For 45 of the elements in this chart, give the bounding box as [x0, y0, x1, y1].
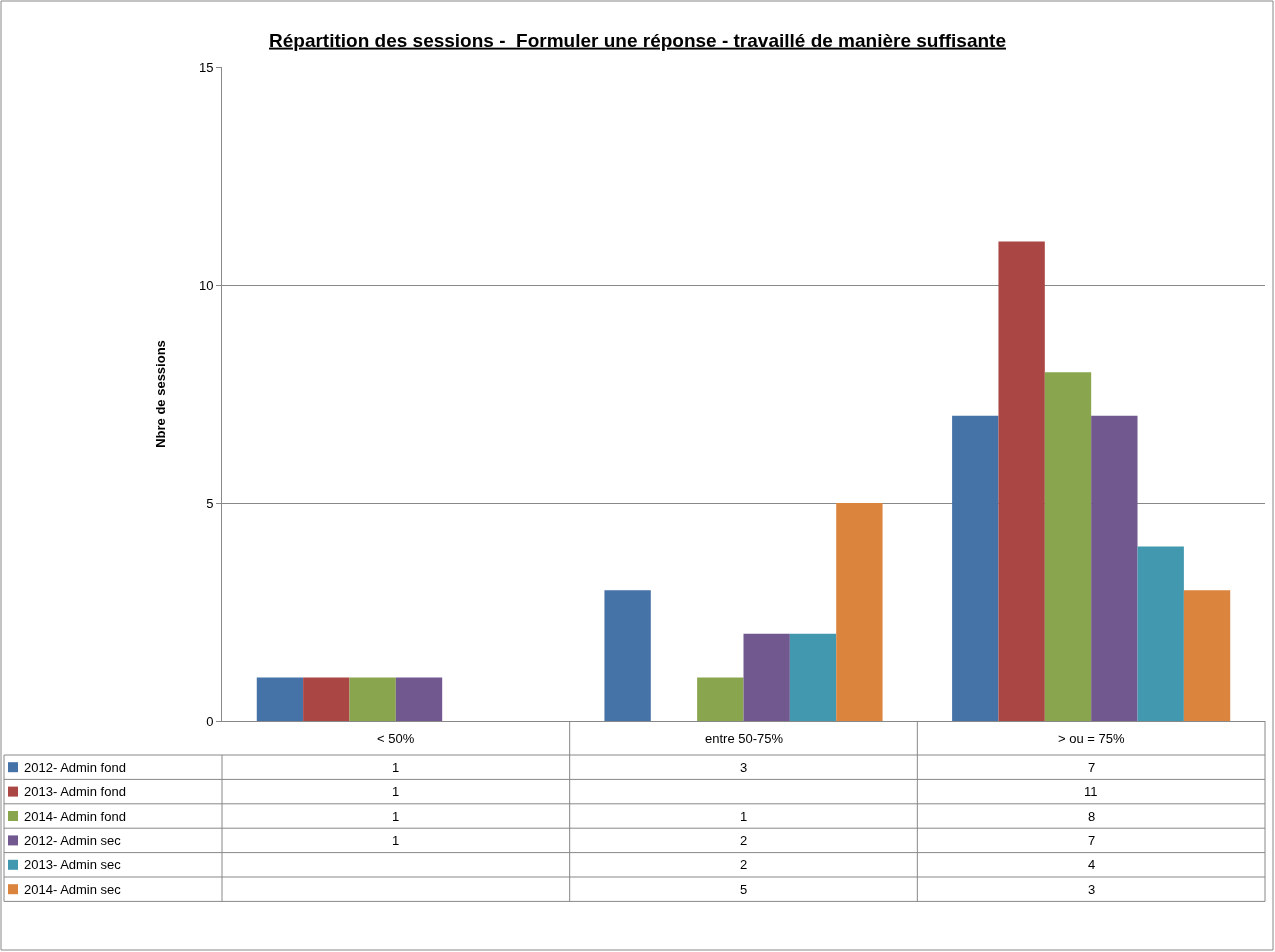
bar	[604, 590, 651, 721]
legend-label: 2013- Admin sec	[24, 857, 122, 872]
data-label: 1	[392, 833, 400, 848]
y-tick-label: 5	[206, 495, 214, 511]
data-label: 7	[1088, 833, 1096, 848]
bar	[1183, 590, 1231, 721]
y-tick-label: 15	[198, 59, 214, 75]
bar	[256, 677, 304, 721]
data-label: 1	[392, 760, 400, 775]
bar	[349, 677, 396, 721]
y-tick-label: 0	[206, 713, 214, 729]
legend-label: 2013- Admin fond	[24, 784, 126, 799]
bar	[1137, 546, 1184, 721]
legend-label: 2014- Admin fond	[24, 809, 126, 824]
bar	[697, 677, 744, 721]
x-tick-label: < 50%	[377, 731, 415, 746]
bar	[789, 633, 837, 721]
chart-title: Répartition des sessions - Formuler une réponse - travaillé de manière suffisante	[269, 29, 1006, 51]
data-label: 7	[1088, 760, 1096, 775]
data-label: 3	[1088, 882, 1096, 897]
bar	[836, 503, 883, 721]
data-label: 3	[740, 760, 748, 775]
x-tick-label: > ou = 75%	[1058, 731, 1125, 746]
x-tick-label: entre 50-75%	[705, 731, 784, 746]
y-axis-title: Nbre de sessions	[152, 340, 168, 448]
data-label: 8	[1088, 809, 1096, 824]
bar	[1091, 415, 1138, 721]
data-label: 2	[740, 857, 748, 872]
legend-label: 2012- Admin sec	[24, 833, 122, 848]
bar	[952, 415, 999, 721]
data-label: 5	[740, 882, 748, 897]
data-label: 4	[1088, 857, 1096, 872]
data-label: 2	[740, 833, 748, 848]
data-label: 1	[740, 809, 748, 824]
data-label: 11	[1084, 784, 1098, 799]
bar	[1044, 372, 1092, 721]
bar	[303, 677, 350, 721]
data-label: 1	[392, 809, 400, 824]
y-tick-label: 10	[198, 277, 214, 293]
bar	[998, 241, 1045, 721]
bar	[743, 633, 790, 721]
data-label: 1	[392, 784, 400, 799]
bar	[395, 677, 443, 721]
legend-label: 2012- Admin fond	[24, 760, 126, 775]
legend-label: 2014- Admin sec	[24, 882, 122, 897]
